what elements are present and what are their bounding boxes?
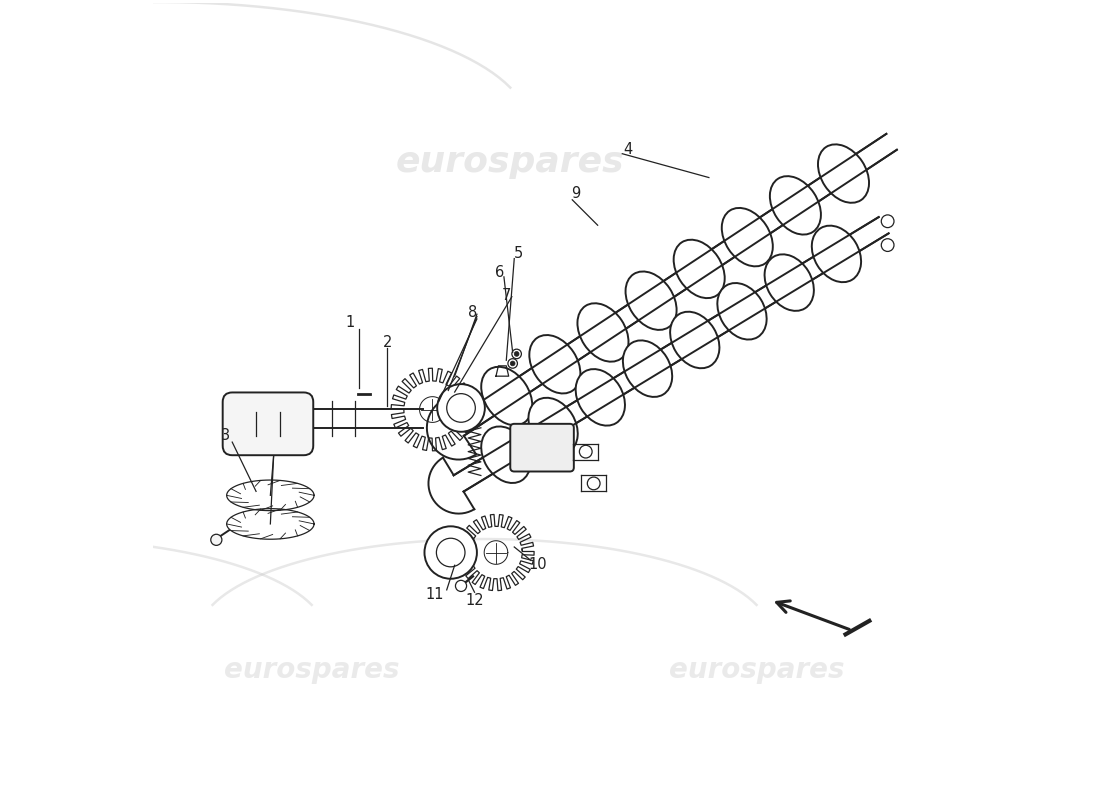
Ellipse shape — [529, 335, 581, 394]
Text: eurospares: eurospares — [669, 656, 845, 684]
Text: 2: 2 — [383, 335, 392, 350]
Circle shape — [455, 580, 466, 591]
Circle shape — [447, 394, 475, 422]
FancyBboxPatch shape — [222, 393, 314, 455]
Circle shape — [211, 534, 222, 546]
Circle shape — [425, 526, 477, 578]
Ellipse shape — [670, 312, 719, 368]
FancyBboxPatch shape — [510, 424, 574, 471]
Circle shape — [437, 538, 465, 567]
Ellipse shape — [578, 303, 628, 362]
Text: 5: 5 — [514, 246, 522, 261]
Text: 7: 7 — [502, 288, 512, 302]
Text: 1: 1 — [345, 314, 354, 330]
Ellipse shape — [770, 176, 821, 234]
Ellipse shape — [722, 208, 773, 266]
Ellipse shape — [481, 367, 532, 426]
Ellipse shape — [481, 426, 530, 483]
Ellipse shape — [528, 398, 578, 454]
Ellipse shape — [626, 271, 676, 330]
Text: 12: 12 — [465, 593, 484, 608]
Text: 10: 10 — [529, 557, 548, 572]
Ellipse shape — [575, 369, 625, 426]
Circle shape — [587, 477, 601, 490]
Ellipse shape — [764, 254, 814, 311]
Circle shape — [508, 358, 517, 368]
Ellipse shape — [818, 144, 869, 202]
Text: 11: 11 — [426, 587, 444, 602]
Ellipse shape — [673, 240, 725, 298]
Circle shape — [512, 349, 521, 358]
Ellipse shape — [812, 226, 861, 282]
Text: eurospares: eurospares — [396, 145, 625, 178]
Text: 3: 3 — [221, 428, 230, 443]
Text: 4: 4 — [624, 142, 632, 158]
Text: 8: 8 — [468, 305, 476, 320]
Circle shape — [510, 361, 515, 366]
Ellipse shape — [717, 283, 767, 339]
Circle shape — [515, 351, 519, 356]
Text: eurospares: eurospares — [224, 656, 399, 684]
Circle shape — [437, 384, 485, 432]
Text: 9: 9 — [571, 186, 580, 201]
Ellipse shape — [623, 340, 672, 397]
Text: 6: 6 — [495, 266, 504, 280]
Circle shape — [580, 446, 592, 458]
